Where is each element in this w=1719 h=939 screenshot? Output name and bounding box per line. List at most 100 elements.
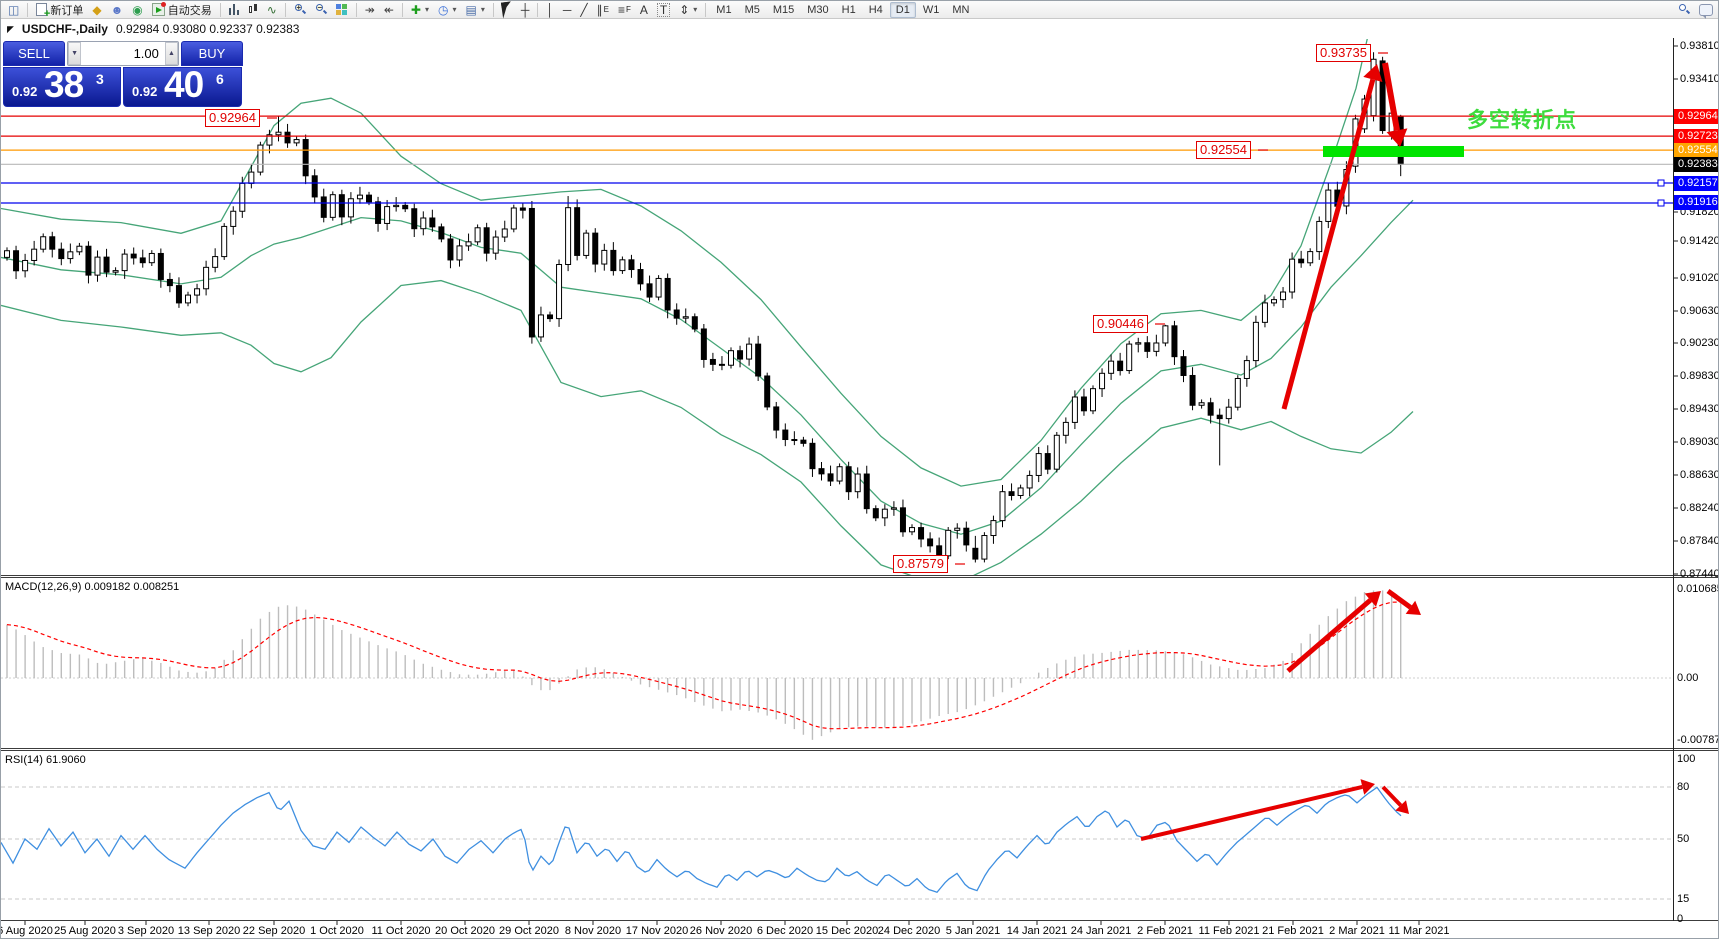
candle-body [954,527,961,531]
candle-body [1189,374,1196,406]
search-icon [1678,3,1691,16]
candle-body [447,238,454,261]
candle-body [266,134,273,146]
auto-scroll-button[interactable]: ↠ [361,2,379,18]
bollinger-lower-band [1,279,1414,575]
candle-body [927,538,934,547]
candle-body [338,194,345,218]
time-axis-label: 5 Jan 2021 [945,925,1001,937]
sell-button[interactable]: SELL [3,41,65,66]
time-axis-label: 2 Feb 2021 [1137,925,1193,937]
candle-body [1153,342,1160,352]
profile-icon[interactable]: ☻ [107,2,128,18]
price-level-label-0.92964[interactable]: 0.92964 [205,109,260,127]
line-chart-mode-button[interactable]: ∿ [263,2,281,18]
bollinger-middle-band [1,199,1414,535]
signals-icon[interactable]: ◉ [128,2,146,18]
new-chart-icon[interactable]: ◫ [4,2,23,18]
autotrading-button[interactable]: 自动交易 [148,2,216,18]
candle-body [31,248,38,261]
candle-body [1126,343,1133,372]
candle-chart-mode-button[interactable] [244,2,262,18]
search-button[interactable] [1674,2,1694,18]
new-chart-icon-icon: ◫ [8,2,20,17]
volume-input[interactable] [81,42,165,65]
sell-price-base: 0.92 [12,84,38,99]
text-label-button[interactable]: T [653,2,674,18]
timeframe-button-m5[interactable]: M5 [744,3,760,16]
buy-price-display[interactable]: 0.92 40 6 [123,67,242,107]
timeframe-button-h4[interactable]: H4 [868,3,883,16]
channel-button[interactable]: ∥ E [593,2,613,18]
crosshair-button[interactable]: ┼ [517,2,534,18]
toolbar-separator [27,2,29,17]
price-level-label-0.90446[interactable]: 0.90446 [1093,315,1148,333]
bull-bear-turning-point-note[interactable]: 多空转折点 [1467,109,1577,132]
candle-body [1053,434,1060,470]
macd-axis-label: -0.007877 [1677,734,1718,746]
price-level-label-0.87579[interactable]: 0.87579 [893,555,948,573]
rsi-line [1,786,1402,894]
timeframe-button-mn[interactable]: MN [952,3,970,16]
line-handle[interactable] [1657,179,1665,187]
support-zone-highlight[interactable] [1323,146,1464,157]
chart-title-row: ◤ USDCHF-,Daily 0.92984 0.93080 0.92337 … [1,20,1718,38]
horizontal-line-button[interactable]: ─ [559,2,576,18]
bar-chart-mode-button[interactable] [225,2,243,18]
zoom-in-button[interactable]: + [290,2,310,18]
quotes-icon-icon: ◆ [92,2,102,17]
time-axis-label: 29 Oct 2020 [499,925,559,937]
trendline-button[interactable]: ╱ [576,2,591,18]
vertical-line-button-icon: │ [546,2,554,17]
candle-body [402,204,409,210]
sell-price-display[interactable]: 0.92 38 3 [3,67,121,107]
volume-decrease-button[interactable]: ▼ [68,42,82,65]
fibonacci-button[interactable]: ≡ F [614,2,635,18]
new-order-button[interactable]: 新订单 [32,2,87,20]
candle-body [1234,377,1241,408]
timeframe-button-w1[interactable]: W1 [922,3,940,16]
candle-body [854,473,861,493]
timeframe-button-d1[interactable]: D1 [889,1,916,18]
timeframe-button-m1[interactable]: M1 [716,3,732,16]
timeframe-button-h1[interactable]: H1 [841,3,856,16]
arrows-tool-button-icon: ⇕ [679,2,690,17]
chat-button[interactable]: 1 [1695,2,1717,19]
time-axis-label: 6 Aug 2020 [0,925,53,937]
candle-body [456,245,463,261]
time-axis-label: 2 Mar 2021 [1329,925,1385,937]
timeframe-button-m30[interactable]: M30 [807,3,829,16]
candle-body [728,350,734,366]
candle-body [700,328,707,360]
price-level-label-0.92554[interactable]: 0.92554 [1196,141,1251,159]
candle-body [4,250,10,258]
volume-increase-button[interactable]: ▲ [164,42,179,65]
timeframe-button-m15[interactable]: M15 [772,3,795,16]
quotes-icon[interactable]: ◆ [88,2,105,18]
text-button[interactable]: A [636,2,652,18]
trend-arrow-line [1281,78,1376,410]
vertical-line-button[interactable]: │ [542,2,558,18]
tile-windows-button[interactable] [332,2,352,18]
price-level-label-0.93735[interactable]: 0.93735 [1316,44,1371,62]
buy-button[interactable]: BUY [181,41,243,66]
candle-chart-mode-button-icon [248,3,258,16]
chart-shift-button[interactable]: ↞ [380,2,398,18]
candle-body [185,294,191,304]
zoom-out-button[interactable]: − [311,2,331,18]
templates-button[interactable]: ▤ ▾ [461,2,488,18]
candle-body [1180,356,1187,376]
line-handle[interactable] [1657,199,1665,207]
indicators-button[interactable]: ✚ ▾ [407,2,433,18]
candle-body [1198,402,1205,406]
candle-body [1162,325,1169,344]
candle-body [356,194,363,200]
periods-button[interactable]: ◷ ▾ [434,2,461,18]
arrows-tool-button[interactable]: ⇕ ▾ [675,2,701,18]
time-axis-label: 11 Feb 2021 [1198,925,1260,937]
price-axis-tick-label: 0.89430 [1680,403,1719,415]
time-axis-label: 14 Jan 2021 [1006,925,1068,937]
time-axis-label: 20 Oct 2020 [435,925,495,937]
candle-body [1280,291,1287,301]
